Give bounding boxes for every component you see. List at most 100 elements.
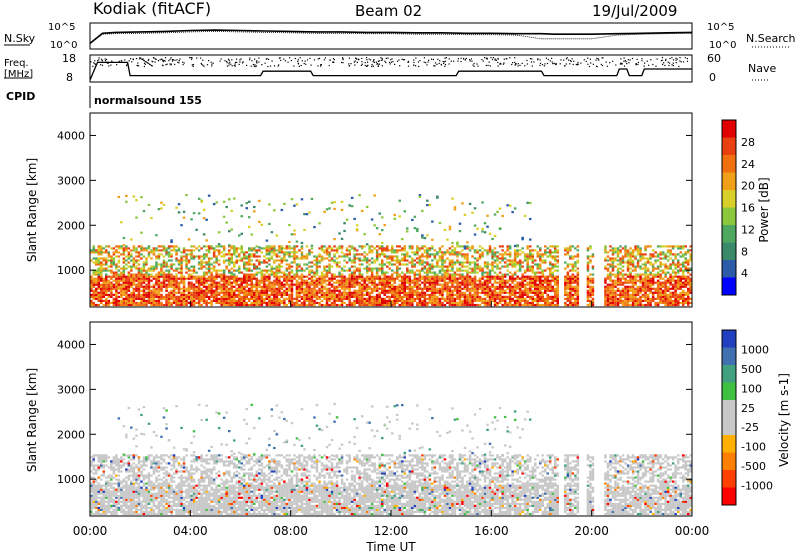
nave-dot [252, 63, 254, 66]
nave-dot [428, 59, 430, 61]
nave-dot [385, 62, 387, 64]
power-panel: 1000 2000 3000 4000 Slant Range [km] 4 8 12 16… [25, 112, 771, 308]
nave-dot [174, 63, 176, 65]
nave-dot [457, 60, 459, 62]
nave-dot [619, 63, 621, 65]
nave-dot [317, 65, 319, 67]
nave-dot [236, 61, 238, 63]
nave-dot [623, 65, 626, 67]
nave-dot [151, 60, 153, 62]
nave-dot [665, 58, 667, 60]
nave-dot [332, 61, 334, 63]
y-tick-label: 3000 [57, 174, 85, 187]
nave-dot [473, 65, 475, 67]
nave-dot [381, 57, 383, 60]
nave-dot [396, 60, 399, 62]
nave-dot [342, 57, 344, 59]
nave-dot [444, 57, 446, 59]
nave-dot [444, 63, 447, 66]
nave-dot [448, 63, 450, 65]
nave-dot [100, 64, 102, 66]
nave-tick-top: 60 [707, 52, 721, 65]
nave-dot [675, 59, 677, 61]
nave-dot [318, 57, 321, 59]
nave-dot [676, 58, 678, 60]
nave-dot [381, 59, 383, 61]
nave-dot [130, 58, 132, 60]
nave-dot [368, 58, 370, 60]
nave-dot [251, 60, 253, 62]
nave-dot [539, 64, 541, 66]
nave-dot [407, 65, 410, 67]
nave-dot [182, 61, 184, 63]
velocity-scatter [90, 402, 692, 516]
nave-dot [477, 65, 479, 67]
nave-dot [494, 58, 496, 60]
nave-dot [434, 65, 436, 67]
nave-dot [667, 61, 669, 63]
nave-dot [577, 63, 579, 65]
nave-dot [143, 60, 145, 62]
nave-dot [437, 58, 439, 60]
nave-dot [265, 58, 267, 60]
nave-dot [153, 57, 155, 59]
nave-dot [554, 63, 556, 65]
nave-dot [328, 64, 330, 67]
nave-dot [280, 59, 282, 61]
nave-dot [249, 57, 251, 59]
nave-dot [675, 62, 677, 64]
nave-dot [200, 57, 202, 59]
nave-dot [249, 59, 251, 61]
nave-dot [484, 57, 486, 59]
nave-dot [100, 58, 103, 60]
colorbar-segment [722, 137, 736, 156]
y-tick-label: 1000 [57, 264, 85, 277]
nave-dot [377, 62, 379, 65]
nave-dot [626, 63, 628, 65]
n-search-label: N.Search [746, 32, 796, 45]
nave-dot [514, 64, 516, 66]
nave-dot [142, 58, 144, 60]
nave-dot [200, 62, 202, 65]
nave-dot [433, 65, 435, 67]
date-title: 19/Jul/2009 [592, 2, 677, 20]
nave-dot [317, 58, 319, 60]
nave-dot [377, 64, 379, 66]
nave-dot [360, 64, 362, 66]
nave-dot [672, 62, 674, 64]
power-y-axis: 1000 2000 3000 4000 [57, 129, 692, 277]
nave-dot [255, 65, 258, 67]
n-sky-label: N.Sky [4, 32, 36, 45]
nave-dot [226, 62, 228, 64]
nave-dot [342, 58, 344, 60]
noise-right-tick-bottom: 10^0 [709, 40, 736, 51]
nave-dot [413, 59, 415, 61]
noise-left-tick-bottom: 10^0 [50, 40, 77, 51]
x-tick-label: 00:00 [73, 524, 108, 538]
nave-dot [137, 65, 140, 67]
power-colorbar-label: Power [dB] [757, 177, 771, 242]
nave-dot [531, 65, 533, 67]
nave-dot [605, 61, 607, 63]
nave-dot [637, 61, 639, 63]
nave-dot [375, 61, 377, 63]
colorbar-segment [722, 155, 736, 173]
nave-dot [192, 63, 195, 66]
nave-dot [298, 65, 300, 67]
colorbar-segment [722, 417, 736, 436]
nave-dot [432, 58, 434, 61]
nave-dot [486, 58, 488, 60]
nave-dot [553, 62, 555, 64]
nave-dot [254, 65, 256, 68]
nave-dot [164, 57, 167, 59]
x-tick-label: 20:00 [574, 524, 609, 538]
nave-dot [293, 65, 295, 67]
nave-dot [662, 63, 664, 65]
nave-dot [353, 61, 355, 63]
nave-dot [131, 61, 133, 63]
nave-dot [297, 63, 300, 65]
nave-dot [313, 59, 316, 61]
nave-dot [191, 64, 193, 66]
nave-dot [148, 58, 150, 61]
nave-dot [372, 65, 374, 67]
